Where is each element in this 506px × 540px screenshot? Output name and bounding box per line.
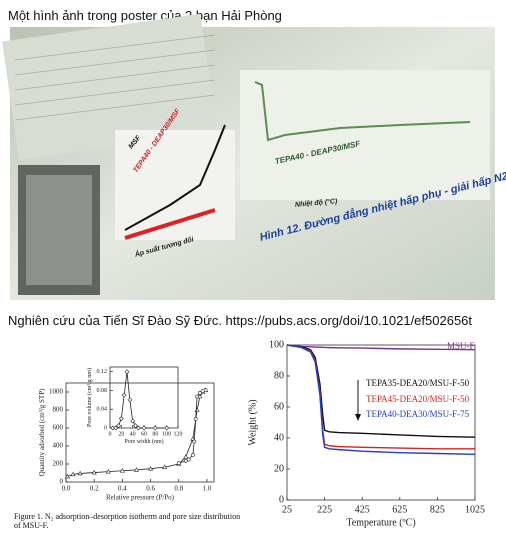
photo-image: [26, 175, 92, 285]
y-tick-label: 800: [53, 406, 64, 414]
marker: [113, 425, 119, 431]
photo-curve: [124, 208, 216, 240]
marker: [64, 473, 70, 479]
plot-frame: [65, 382, 215, 483]
x-tick-label: 120: [174, 431, 183, 437]
y-tick-label: 1000: [49, 388, 64, 396]
marker: [193, 417, 198, 421]
x-tick-label: 0.8: [174, 485, 183, 493]
plot-frame: [286, 344, 476, 501]
x-axis-label: Pore width (nm): [124, 438, 163, 445]
x-tick-label: 825: [430, 504, 445, 515]
y-tick-label: 20: [274, 463, 284, 474]
legend-label: TEPA45-DEA20/MSU-F-50: [366, 394, 470, 404]
photo-table: [2, 13, 217, 161]
photo-text: Nhiệt độ (°C): [295, 197, 339, 209]
x-tick-label: 80: [152, 431, 158, 437]
marker: [105, 469, 111, 474]
caption: Một hình ảnh trong poster của 2 bạn Hải …: [8, 8, 282, 23]
y-axis-label: Quantity adsorbed (cm³/g STP): [38, 388, 46, 477]
marker: [91, 469, 97, 475]
legend-arrowhead: [355, 414, 361, 421]
photo-chart: [240, 70, 490, 200]
marker: [119, 468, 125, 473]
series-line: [286, 344, 476, 438]
x-tick-label: 0.2: [90, 485, 99, 493]
marker: [118, 416, 124, 422]
marker: [70, 471, 76, 477]
caption: Nghiên cứu của Tiến Sĩ Đào Sỹ Đức. https…: [8, 313, 473, 328]
marker: [116, 423, 121, 429]
x-tick-label: 0.0: [62, 485, 71, 493]
marker: [124, 369, 130, 375]
x-tick-label: 20: [118, 431, 124, 437]
x-tick-label: 25: [282, 504, 292, 515]
x-tick-label: 225: [317, 504, 332, 515]
x-tick-label: 40: [130, 431, 136, 437]
y-tick-label: 60: [274, 401, 284, 412]
marker: [192, 439, 197, 444]
marker: [176, 461, 181, 466]
y-axis-label: Weight (%): [247, 399, 258, 445]
marker: [135, 425, 141, 431]
marker: [164, 425, 170, 431]
x-tick-label: 60: [141, 431, 147, 437]
y-tick-label: 0: [60, 478, 64, 486]
y-tick-label: 40: [274, 432, 284, 443]
y-tick-label: 0: [279, 494, 284, 505]
marker: [183, 454, 189, 459]
legend-label: TEPA40-DEA30/MSU-F-75: [366, 409, 470, 419]
x-tick-label: 625: [392, 504, 407, 515]
x-tick-label: 425: [355, 504, 370, 515]
legend-label: TEPA35-DEA20/MSU-F-50: [366, 378, 470, 388]
marker: [130, 418, 136, 424]
x-axis-label: Temperature (ºC): [346, 517, 415, 528]
y-tick-label: 0: [104, 425, 107, 431]
marker: [133, 467, 139, 472]
series-line: [286, 344, 476, 455]
x-axis-label: Relative pressure (P/Po): [106, 494, 175, 502]
x-tick-label: 0.4: [118, 485, 127, 493]
photo-curve: [124, 124, 226, 231]
y-tick-label: 0.04: [97, 407, 108, 413]
marker: [190, 453, 195, 457]
marker: [200, 389, 205, 394]
y-axis-label: Pore volume (cm³/g nm): [86, 368, 93, 427]
marker: [133, 423, 138, 429]
y-tick-label: 0.12: [97, 369, 108, 375]
marker: [77, 470, 83, 476]
marker: [198, 390, 202, 395]
y-tick-label: 600: [53, 424, 64, 432]
x-tick-label: 1025: [465, 504, 485, 515]
marker: [148, 466, 154, 471]
marker: [183, 458, 188, 463]
photo-curve: [254, 81, 471, 142]
series-line: [178, 389, 206, 464]
x-tick-label: 1.0: [203, 485, 212, 493]
marker: [162, 464, 168, 469]
figure-caption: Figure 1. N₂ adsorption–desorption isoth…: [14, 512, 241, 530]
y-tick-label: 200: [53, 460, 64, 468]
y-tick-label: 400: [53, 442, 64, 450]
y-tick-label: 0.08: [97, 388, 108, 394]
y-tick-label: 80: [274, 370, 284, 381]
marker: [127, 397, 133, 403]
y-tick-label: 100: [269, 339, 284, 350]
series-line: [67, 389, 206, 477]
marker: [194, 407, 200, 412]
marker: [141, 425, 147, 431]
marker: [121, 392, 127, 398]
x-tick-label: 0.6: [146, 485, 155, 493]
legend-label: MSU-F: [447, 341, 475, 351]
marker: [195, 394, 199, 399]
photo-table-lines: [14, 34, 216, 121]
x-tick-label: 0: [109, 431, 112, 437]
x-tick-label: 100: [162, 431, 171, 437]
marker: [152, 425, 158, 431]
